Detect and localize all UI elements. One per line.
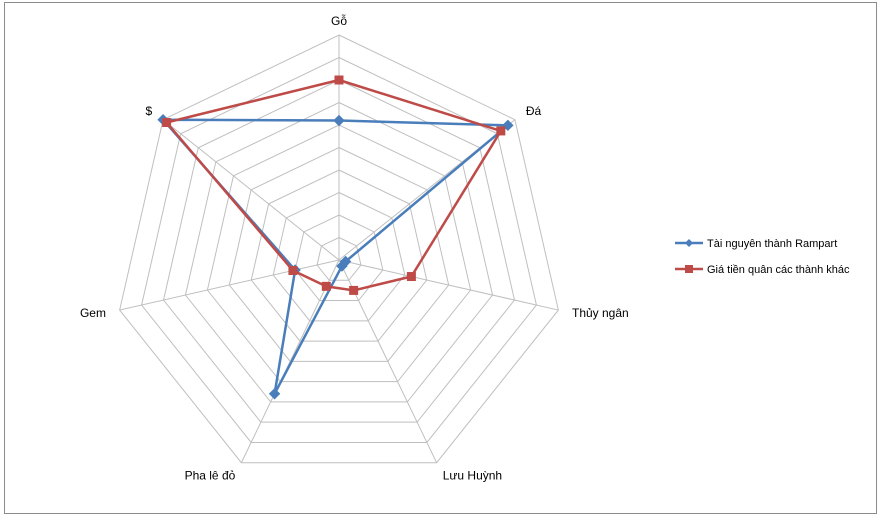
spoke-4: [240, 259, 340, 463]
grid-ring-3: [272, 191, 406, 322]
axis-label-1: Đá: [526, 104, 542, 118]
grid-ring-2: [294, 214, 384, 302]
point-1-4: [321, 281, 331, 291]
series-1: [162, 75, 506, 295]
spoke-6: [162, 119, 340, 261]
grid-ring-5: [228, 146, 450, 362]
grid-ring-10: [119, 34, 559, 464]
radar-grid: [119, 34, 559, 464]
point-1-6: [162, 118, 172, 128]
radar-series: [157, 75, 514, 400]
axis-label-4: Pha lê đỏ: [185, 468, 236, 482]
point-1-3: [349, 285, 359, 295]
axis-label-5: Gem: [80, 306, 106, 320]
grid-ring-8: [162, 79, 516, 423]
radar-chart: Gỗ Đá Thủy ngân Lưu Huỳnh Pha lê đỏ Gem $ Tài …: [80, 13, 850, 482]
legend-label-1: Giá tiền quân các thành khác: [707, 264, 850, 276]
axis-label-3: Lưu Huỳnh: [443, 468, 502, 482]
grid-ring-1: [316, 236, 362, 281]
legend-entry-1: Giá tiền quân các thành khác: [675, 264, 850, 276]
point-1-5: [288, 266, 298, 276]
axis-label-0: Gỗ: [331, 13, 347, 28]
legend-entry-0: Tài nguyên thành Rampart: [675, 238, 837, 250]
axis-labels: Gỗ Đá Thủy ngân Lưu Huỳnh Pha lê đỏ Gem $: [80, 13, 629, 482]
point-0-3: [336, 260, 348, 272]
point-0-0: [333, 114, 345, 127]
grid-ring-9: [141, 56, 537, 443]
point-0-4: [268, 388, 281, 400]
point-1-0: [334, 75, 344, 85]
spoke-2: [338, 259, 559, 311]
axis-label-2: Thủy ngân: [572, 306, 629, 320]
series-line-1: [165, 78, 503, 292]
legend-marker-0: [685, 239, 693, 247]
legend-label-0: Tài nguyên thành Rampart: [707, 238, 837, 250]
point-1-2: [406, 272, 416, 282]
grid-ring-4: [250, 169, 428, 342]
legend-marker-1: [685, 265, 693, 273]
point-1-1: [496, 126, 506, 136]
axis-label-6: $: [145, 104, 152, 118]
legend: Tài nguyên thành Rampart Giá tiền quân cá…: [675, 238, 850, 276]
spoke-5: [119, 259, 340, 311]
point-0-1: [502, 119, 514, 132]
chart-frame: Gỗ Đá Thủy ngân Lưu Huỳnh Pha lê đỏ Gem $ Tài …: [4, 2, 877, 514]
